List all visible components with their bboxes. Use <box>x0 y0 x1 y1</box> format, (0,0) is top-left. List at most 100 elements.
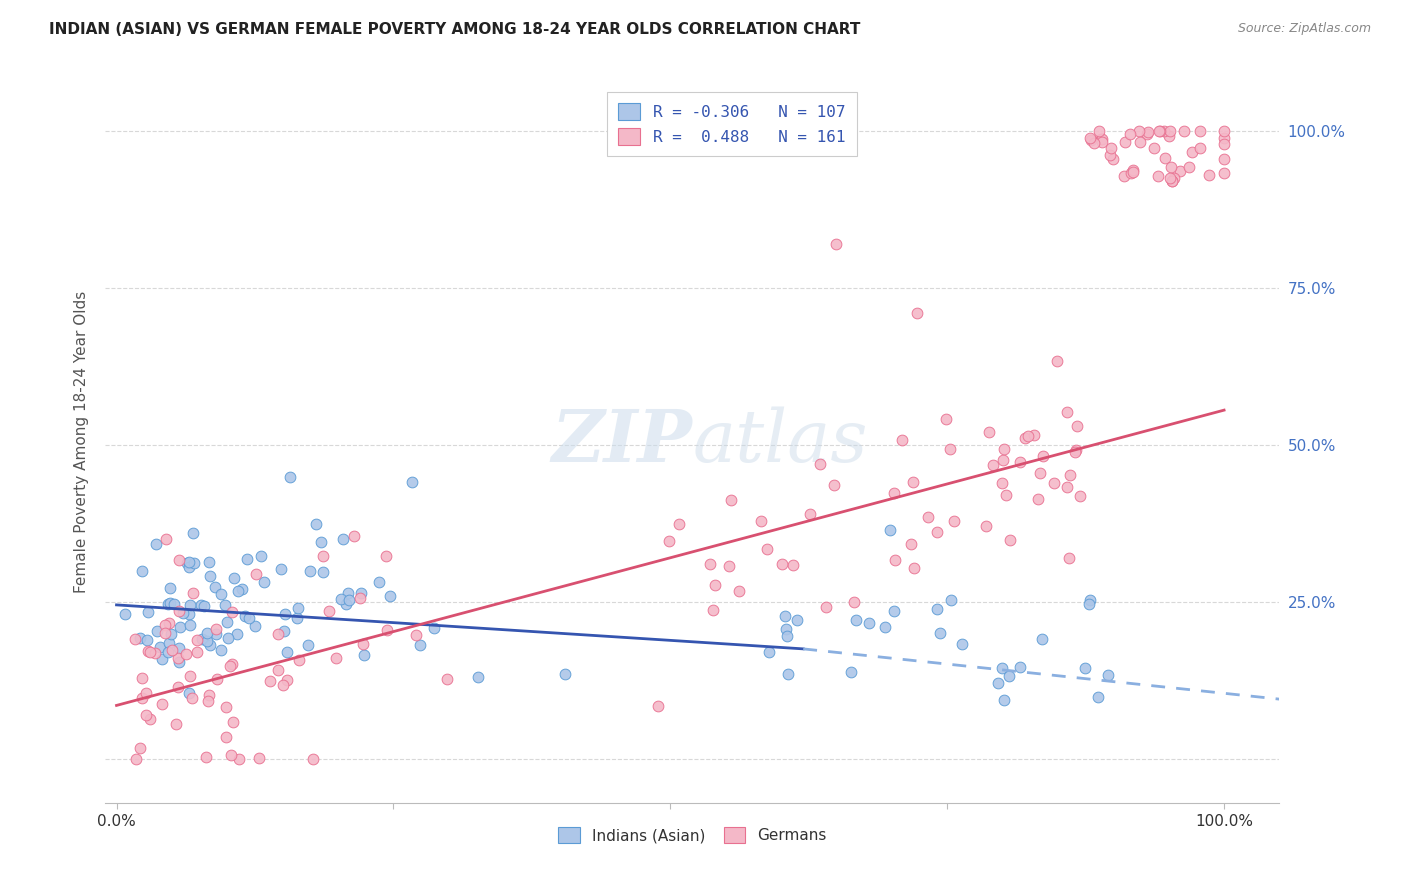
Point <box>219 747 242 762</box>
Point <box>250 549 273 564</box>
Point <box>823 478 845 492</box>
Point <box>350 586 373 600</box>
Point <box>782 558 804 572</box>
Point <box>186 645 208 659</box>
Point <box>172 606 194 620</box>
Point <box>1014 432 1036 446</box>
Point <box>139 712 162 726</box>
Point <box>776 629 799 643</box>
Point <box>191 632 214 647</box>
Point <box>135 686 157 700</box>
Point <box>166 650 188 665</box>
Point <box>1008 455 1031 469</box>
Point <box>329 591 352 606</box>
Point <box>215 730 238 744</box>
Point <box>138 645 160 659</box>
Point <box>1074 661 1097 675</box>
Point <box>145 537 167 551</box>
Point <box>991 452 1014 467</box>
Point <box>247 751 270 765</box>
Point <box>1159 123 1181 137</box>
Point <box>198 638 221 652</box>
Point <box>153 626 176 640</box>
Point <box>905 306 928 320</box>
Point <box>259 674 281 689</box>
Point <box>157 616 180 631</box>
Point <box>1159 171 1181 186</box>
Point <box>1056 405 1078 419</box>
Point <box>974 519 997 533</box>
Point <box>939 442 962 456</box>
Point <box>1178 161 1201 175</box>
Point <box>312 549 335 563</box>
Point <box>150 651 173 665</box>
Point <box>844 595 866 609</box>
Point <box>183 556 205 570</box>
Point <box>409 638 432 652</box>
Point <box>1188 141 1211 155</box>
Point <box>1078 131 1101 145</box>
Point <box>270 562 292 576</box>
Point <box>233 608 256 623</box>
Point <box>305 516 328 531</box>
Point <box>903 561 925 575</box>
Point <box>1102 153 1125 167</box>
Point <box>873 620 896 634</box>
Point <box>997 669 1019 683</box>
Point <box>343 529 366 543</box>
Point <box>1028 491 1050 506</box>
Point <box>253 575 276 590</box>
Point <box>929 626 952 640</box>
Text: atlas: atlas <box>693 406 868 477</box>
Point <box>1121 165 1143 179</box>
Point <box>129 631 152 645</box>
Point <box>1112 169 1135 183</box>
Point <box>217 631 239 645</box>
Point <box>1097 668 1119 682</box>
Point <box>131 691 153 706</box>
Point <box>1090 131 1112 145</box>
Point <box>318 604 340 618</box>
Point <box>179 617 201 632</box>
Point <box>179 560 201 574</box>
Point <box>156 597 179 611</box>
Point <box>135 708 157 723</box>
Point <box>287 601 309 615</box>
Point <box>755 541 778 556</box>
Point <box>824 236 846 251</box>
Point <box>883 604 905 618</box>
Point <box>285 611 308 625</box>
Point <box>799 507 821 521</box>
Point <box>143 646 166 660</box>
Point <box>155 618 177 632</box>
Point <box>221 714 243 729</box>
Point <box>776 667 799 681</box>
Point <box>276 673 298 687</box>
Point <box>209 642 232 657</box>
Point <box>125 752 148 766</box>
Point <box>336 586 359 600</box>
Point <box>925 602 948 616</box>
Point <box>950 637 973 651</box>
Point <box>703 578 725 592</box>
Point <box>353 648 375 663</box>
Point <box>773 608 796 623</box>
Point <box>1128 123 1150 137</box>
Point <box>169 619 191 633</box>
Point <box>276 645 298 659</box>
Point <box>1163 171 1185 186</box>
Point <box>1119 127 1142 141</box>
Point <box>749 514 772 528</box>
Point <box>423 621 446 635</box>
Point <box>1159 128 1181 143</box>
Point <box>159 581 181 595</box>
Point <box>883 486 905 500</box>
Point <box>205 673 228 687</box>
Point <box>228 752 250 766</box>
Point <box>1080 133 1102 147</box>
Point <box>879 523 901 537</box>
Point <box>1087 690 1109 704</box>
Point <box>1173 123 1195 137</box>
Point <box>174 648 197 662</box>
Point <box>839 665 862 679</box>
